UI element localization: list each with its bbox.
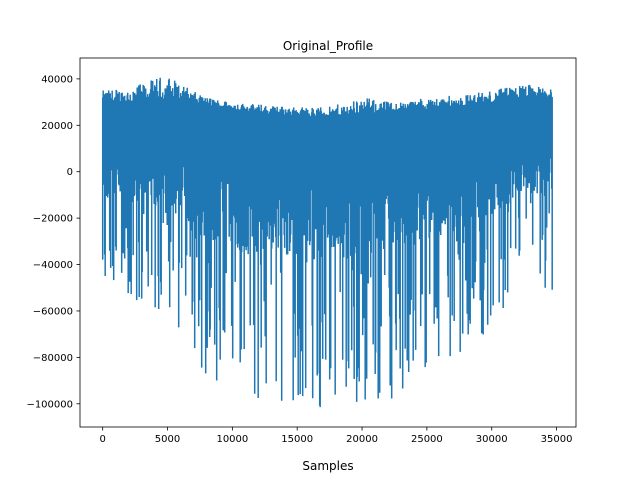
axes-frame <box>79 57 577 428</box>
x-tick-label: 5000 <box>155 434 180 445</box>
x-axis-label: Samples <box>302 459 353 473</box>
series-line <box>101 77 553 408</box>
x-tick-label: 10000 <box>216 434 248 445</box>
x-tick-label: 15000 <box>281 434 313 445</box>
y-tick-label: −80000 <box>33 353 73 364</box>
y-tick-label: 40000 <box>41 74 73 85</box>
chart-title: Original_Profile <box>283 39 373 53</box>
x-tick-label: 35000 <box>541 434 573 445</box>
y-tick-label: 0 <box>67 167 73 178</box>
x-tick-label: 25000 <box>411 434 443 445</box>
y-tick-label: −40000 <box>33 260 73 271</box>
y-tick-label: 20000 <box>41 121 73 132</box>
plot-content <box>101 77 553 408</box>
x-tick-label: 0 <box>100 434 106 445</box>
y-tick-label: −60000 <box>33 306 73 317</box>
y-tick-label: −100000 <box>26 399 73 410</box>
y-tick-label: −20000 <box>33 214 73 225</box>
x-tick-label: 20000 <box>346 434 378 445</box>
x-tick-label: 30000 <box>476 434 508 445</box>
y-axis: −100000 −80000 −60000 −40000 −20000 0 20000 400… <box>26 74 80 410</box>
x-axis: 0 5000 10000 15000 20000 25000 30000 35000 <box>100 427 573 445</box>
